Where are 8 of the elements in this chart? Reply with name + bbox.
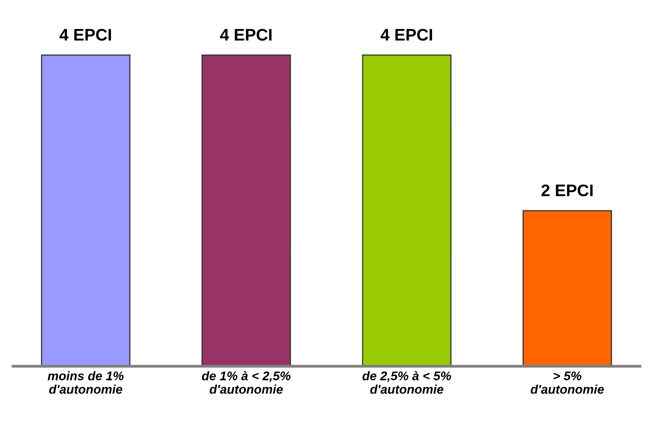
data-label: 4 EPCI	[220, 28, 272, 41]
x-tick-label: moins de 1% d'autonomie	[48, 371, 124, 394]
data-label: 2 EPCI	[541, 184, 593, 196]
x-tick-label: de 1% à < 2,5% d'autonomie	[202, 371, 291, 394]
data-label: 4 EPCI	[60, 28, 111, 41]
x-tick-label: > 5% d'autonomie	[530, 372, 604, 394]
data-label: 4 EPCI	[380, 28, 432, 41]
x-tick-label: de 2,5% à < 5% d'autonomie	[362, 371, 452, 394]
